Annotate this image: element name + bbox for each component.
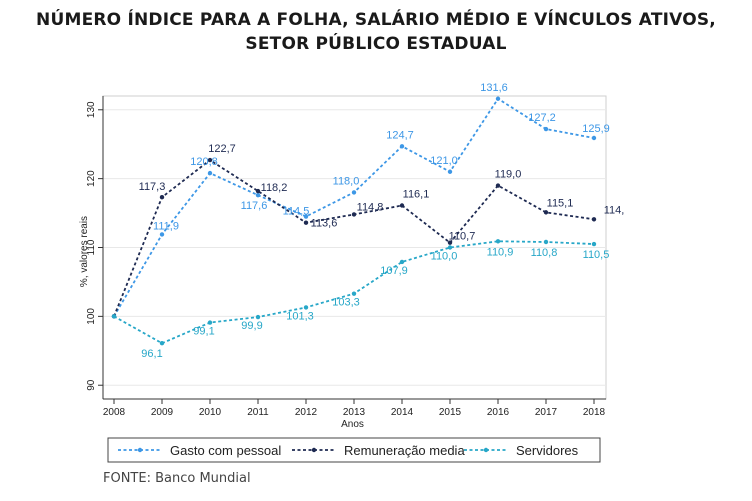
x-tick-label: 2013 (343, 407, 366, 418)
x-axis-title: Anos (341, 419, 364, 430)
data-point (255, 192, 261, 198)
data-label: 99,9 (241, 320, 262, 332)
data-label: 127,2 (528, 112, 556, 124)
y-axis-title: %, valores reais (79, 216, 90, 287)
data-label: 122,7 (208, 143, 236, 155)
data-point (591, 217, 597, 222)
x-tick-label: 2010 (199, 407, 222, 418)
data-label: 114,5 (283, 206, 310, 218)
data-point (543, 126, 549, 132)
data-point (447, 245, 453, 250)
data-point (543, 210, 549, 215)
data-point (303, 220, 309, 225)
data-point (447, 240, 453, 245)
data-point (591, 135, 597, 141)
x-tick-label: 2012 (295, 407, 318, 418)
data-point (399, 259, 405, 265)
data-point (495, 96, 501, 101)
data-point (495, 183, 501, 188)
data-point (351, 212, 357, 217)
data-label: 110,0 (431, 251, 458, 263)
data-point (399, 203, 405, 208)
legend: Gasto com pessoal Remuneração media Servid… (107, 437, 601, 463)
data-label: 114,8 (357, 201, 384, 213)
data-point (207, 157, 213, 163)
data-label: 125,9 (582, 123, 610, 135)
source-note: FONTE: Banco Mundial (103, 471, 251, 486)
series-lines (111, 96, 597, 346)
data-label: 115,1 (547, 197, 574, 209)
legend-label: Servidores (516, 443, 579, 458)
x-tick-label: 2015 (439, 407, 462, 418)
legend-box (107, 437, 601, 463)
x-tick-label: 2014 (391, 407, 414, 418)
axes: 90 100 110 120 130 2008 2009 2010 2011 2012 2013 20… (79, 96, 606, 430)
x-tick-label: 2009 (151, 407, 174, 418)
data-point (111, 314, 117, 319)
x-tick-label: 2018 (583, 407, 606, 418)
data-point (303, 214, 309, 219)
data-point (543, 239, 549, 245)
data-label: 121,0 (430, 155, 458, 167)
data-label: 120,8 (190, 156, 218, 168)
data-label: 114, (604, 204, 625, 216)
data-point (159, 232, 165, 237)
data-point (207, 320, 213, 325)
data-point (447, 169, 453, 174)
gridlines (102, 95, 607, 400)
data-point (351, 190, 357, 195)
data-label: 107,9 (380, 265, 408, 277)
data-labels: 111,9 120,8 117,6 114,5 118,0 124,7 121,0 131,6… (139, 82, 625, 360)
data-label: 99,1 (193, 326, 214, 338)
data-label: 111,9 (153, 220, 179, 232)
data-label: 119,0 (495, 169, 522, 181)
data-label: 113,6 (311, 218, 338, 230)
x-tick-label: 2008 (103, 407, 126, 418)
data-label: 118,0 (333, 175, 360, 187)
data-point (255, 314, 261, 320)
data-point (255, 188, 261, 194)
data-point (303, 305, 309, 310)
data-label: 110,7 (449, 231, 476, 243)
data-label: 110,9 (487, 246, 514, 258)
data-label: 124,7 (386, 129, 414, 141)
data-label: 110,5 (583, 249, 610, 261)
data-point (495, 239, 501, 244)
legend-label: Remuneração media (344, 443, 465, 458)
legend-marker (311, 447, 317, 453)
y-tick-label: 120 (86, 170, 97, 187)
y-tick-label: 110 (86, 239, 97, 255)
data-label: 116,1 (403, 188, 430, 200)
x-tick-label: 2017 (535, 407, 558, 418)
y-tick-label: 90 (86, 379, 97, 391)
legend-label: Gasto com pessoal (170, 443, 281, 458)
data-label: 103,3 (332, 297, 360, 309)
data-label: 96,1 (141, 348, 162, 360)
y-tick-label: 130 (86, 101, 97, 118)
legend-marker (483, 447, 489, 453)
data-point (159, 195, 165, 200)
x-tick-label: 2016 (487, 407, 510, 418)
data-label: 131,6 (480, 82, 508, 94)
y-tick-label: 100 (86, 308, 97, 325)
x-tick-label: 2011 (247, 407, 269, 418)
data-label: 101,3 (286, 310, 314, 322)
data-label: 118,2 (261, 182, 288, 194)
data-point (207, 170, 213, 176)
chart-title-line-1: NÚMERO ÍNDICE PARA A FOLHA, SALÁRIO MÉDI… (36, 10, 716, 30)
data-label: 110,8 (531, 247, 558, 259)
chart-title-line-2: SETOR PÚBLICO ESTADUAL (245, 34, 507, 54)
data-point (159, 341, 165, 346)
data-point (399, 144, 405, 149)
legend-marker (137, 447, 143, 453)
data-point (591, 241, 597, 247)
data-label: 117,3 (139, 181, 166, 193)
data-label: 117,6 (241, 200, 268, 212)
data-point (351, 291, 357, 296)
